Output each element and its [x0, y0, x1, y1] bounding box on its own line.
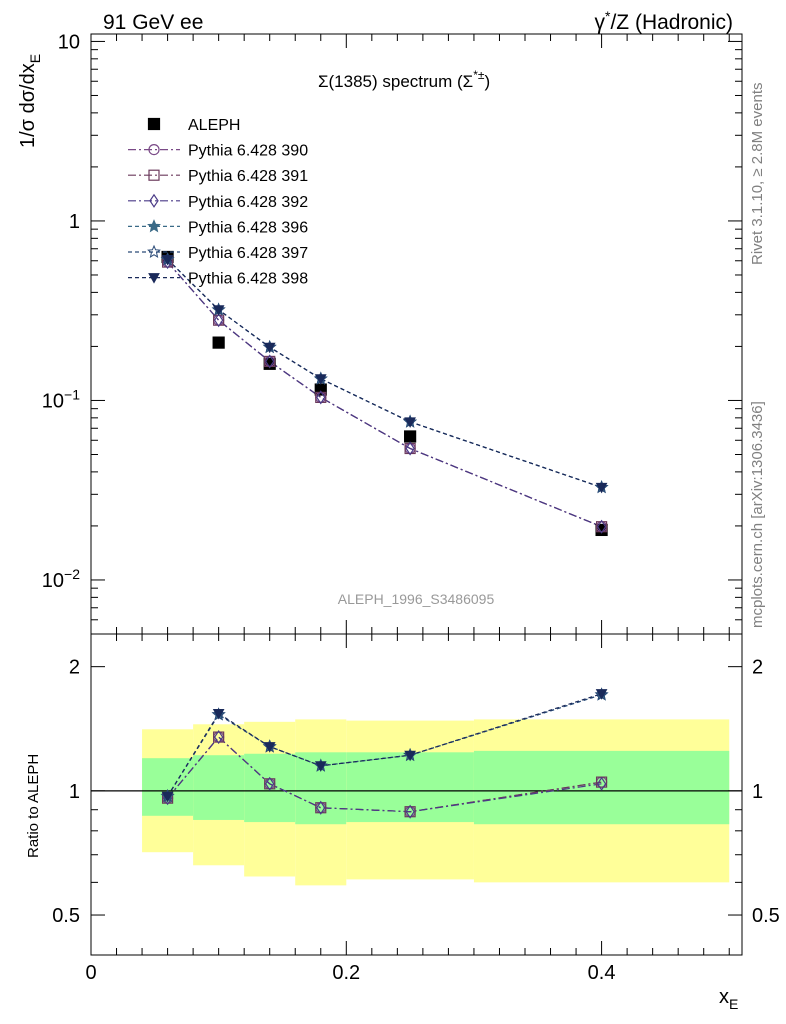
- ratio-line-2: [167, 736, 602, 813]
- ratio-line-5: [167, 693, 602, 797]
- ratio-point-2-5: [596, 776, 607, 791]
- xtick-label: 0: [85, 962, 96, 984]
- ratio-point-5-5: [595, 689, 608, 700]
- ratio-ytick-label-left: 1: [69, 781, 80, 803]
- ratio-ytick-label-right: 1: [752, 781, 763, 803]
- data-point-pythia-2: [263, 342, 276, 354]
- legend-label: Pythia 6.428 396: [188, 219, 308, 236]
- legend: ALEPH Pythia 6.428 390 Pythia 6.428 391 Pyt…: [128, 117, 308, 288]
- legend-label: Pythia 6.428 391: [188, 168, 308, 185]
- series-line-3: [167, 261, 602, 528]
- data-point-pythia-1: [213, 313, 224, 328]
- ratio-ytick-label-left: 2: [69, 657, 80, 679]
- top-ytick-label: 10−2: [42, 566, 80, 592]
- series-line-5: [167, 259, 602, 488]
- legend-label: Pythia 6.428 392: [188, 194, 308, 211]
- series-line-6: [167, 259, 602, 488]
- uncertainty-bands: [91, 719, 742, 886]
- ratio-point-5-3: [314, 761, 327, 772]
- band-inner-0: [142, 758, 194, 816]
- legend-label: ALEPH: [188, 117, 240, 134]
- mcplots-label: mcplots.cern.ch [arXiv:1306.3436]: [749, 401, 766, 628]
- series-line-2: [167, 261, 602, 528]
- data-point-pythia-3: [314, 374, 327, 385]
- legend-entry: Pythia 6.428 398: [128, 271, 308, 288]
- legend-marker: [147, 117, 161, 131]
- ratio-series-lines: [167, 693, 602, 813]
- top-ytick-label: 10: [58, 31, 80, 53]
- ratio-point-2-3: [316, 800, 326, 815]
- data-point-pythia-4: [404, 417, 416, 428]
- band-inner-4: [346, 752, 474, 823]
- legend-entry: ALEPH: [147, 117, 240, 134]
- ratio-point-5-0: [161, 791, 174, 803]
- band-inner-1: [193, 755, 245, 820]
- data-point-aleph-1: [212, 336, 225, 349]
- legend-label: Pythia 6.428 398: [188, 271, 308, 288]
- ratio-point-2-4: [405, 804, 415, 819]
- data-point-pythia-4: [405, 441, 415, 456]
- xtick-label: 0.2: [332, 962, 360, 984]
- top-ytick-label: 10−1: [42, 386, 80, 412]
- main-plot-panel: 10 1 10−1 10−2: [42, 31, 743, 635]
- xtick-label: 0.4: [588, 962, 616, 984]
- ratio-ytick-label-left: 0.5: [52, 905, 80, 927]
- band-inner-2: [244, 753, 296, 823]
- ratio-point-5-2: [263, 742, 276, 753]
- data-point-aleph-4: [404, 430, 417, 443]
- legend-label: Pythia 6.428 397: [188, 245, 308, 262]
- legend-marker: [149, 193, 159, 208]
- main-plot-series-lines: [167, 259, 602, 528]
- legend-entry: Pythia 6.428 391: [128, 168, 308, 185]
- ratio-point-5-1: [212, 708, 225, 720]
- ratio-plot-panel: 0.5 0.5 1 1 2 2 0 0.2 0.4: [52, 633, 780, 984]
- legend-marker: [148, 169, 160, 181]
- series-line-1: [167, 261, 602, 528]
- ratio-markers: [160, 687, 609, 819]
- legend-marker: [147, 219, 161, 233]
- data-point-pythia-2: [264, 354, 275, 369]
- header-process-label: γ*/Z (Hadronic): [595, 8, 733, 34]
- legend-entry: Pythia 6.428 392: [128, 193, 308, 211]
- main-plot-title: Σ(1385) spectrum (Σ*±): [318, 68, 490, 91]
- series-line-4: [167, 259, 602, 488]
- x-axis-label: xE: [719, 986, 738, 1012]
- main-plot-markers: [160, 250, 609, 537]
- legend-marker: [148, 273, 160, 284]
- legend-label: Pythia 6.428 390: [188, 143, 308, 160]
- rivet-version-label: Rivet 3.1.10, ≥ 2.8M events: [749, 83, 766, 266]
- data-point-pythia-0: [161, 254, 174, 266]
- legend-entry: Pythia 6.428 396: [128, 219, 308, 236]
- top-ytick-label: 1: [69, 211, 80, 233]
- ratio-point-5-4: [404, 750, 416, 762]
- main-plot-ylabel: 1/σ dσ/dxE: [17, 54, 43, 148]
- data-point-pythia-1: [212, 305, 225, 316]
- data-point-pythia-5: [595, 482, 608, 494]
- legend-entry: Pythia 6.428 397: [128, 244, 308, 262]
- legend-marker: [148, 144, 160, 156]
- header-energy-label: 91 GeV ee: [103, 11, 203, 34]
- ratio-ytick-label-right: 0.5: [752, 905, 780, 927]
- ratio-point-2-1: [213, 729, 224, 745]
- ratio-plot-ticks: 0.5 0.5 1 1 2 2 0 0.2 0.4: [52, 634, 780, 984]
- main-plot-ticks: 10 1 10−1 10−2: [42, 31, 742, 635]
- data-point-pythia-3: [316, 390, 326, 405]
- ratio-point-2-2: [264, 776, 275, 791]
- ratio-plot-ylabel: Ratio to ALEPH: [25, 754, 42, 858]
- ratio-ytick-label-right: 2: [752, 657, 763, 679]
- data-point-pythia-5: [596, 519, 607, 534]
- analysis-watermark: ALEPH_1996_S3486095: [338, 591, 495, 607]
- legend-marker: [147, 244, 161, 258]
- legend-entry: Pythia 6.428 390: [128, 143, 308, 160]
- ratio-plot-frame: [90, 633, 743, 956]
